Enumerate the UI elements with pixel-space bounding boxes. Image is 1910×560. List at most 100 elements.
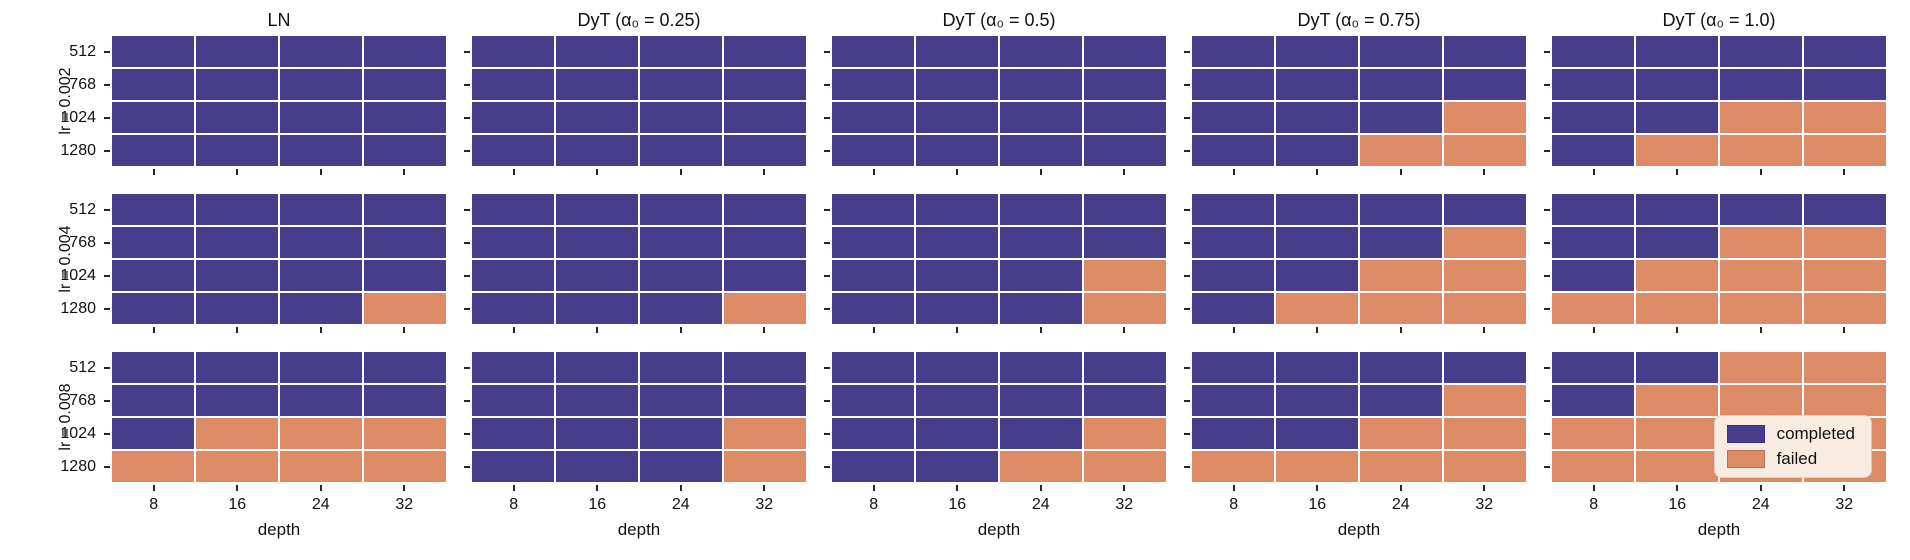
x-tick-mark — [1592, 327, 1595, 333]
heatmap-cell-1280-d16-completed — [556, 135, 638, 166]
heatmap-cell-1280-d32-failed — [1804, 293, 1886, 324]
heatmap-area — [1184, 194, 1526, 333]
y-tick-mark — [1184, 399, 1190, 402]
row-label-lr: lr = 0.002 — [57, 67, 74, 135]
y-tick-label: 768 — [69, 392, 96, 409]
heatmap-cell-768-d8-completed — [1192, 227, 1274, 258]
heatmap-cell-1024-d16-completed — [1276, 418, 1358, 449]
heatmap-area — [1544, 194, 1886, 333]
y-tick-mark — [464, 241, 470, 244]
heatmap-cell-512-d32-completed — [724, 352, 806, 383]
heatmap-cell-512-d16-completed — [1636, 194, 1718, 225]
heatmap-cell-1024-d16-completed — [556, 102, 638, 133]
y-tick-mark — [104, 50, 110, 53]
heatmap-cell-768-d24-completed — [640, 227, 722, 258]
heatmap-area — [464, 352, 806, 491]
heatmap-area — [824, 352, 1166, 491]
x-tick-mark — [403, 169, 406, 175]
legend-item-failed: failed — [1726, 450, 1855, 468]
heatmap-cell-768-d24-completed — [1360, 385, 1442, 416]
subplot-title: DyT (α₀ = 0.5) — [942, 10, 1056, 30]
heatmap-cell-1024-d32-completed — [364, 102, 446, 133]
x-tick-mark — [596, 169, 599, 175]
x-tick-mark — [1232, 327, 1235, 333]
heatmap-cell-1280-d24-failed — [1360, 451, 1442, 482]
heatmap-cell-512-d16-completed — [1636, 36, 1718, 67]
y-tick-label: 1280 — [60, 458, 96, 475]
heatmap-cell-512-d8-completed — [112, 36, 194, 67]
heatmap-cell-1280-d32-completed — [1084, 135, 1166, 166]
x-tick-label: 32 — [1115, 496, 1134, 513]
x-tick-mark — [1843, 169, 1846, 175]
y-tick-mark — [104, 241, 110, 244]
heatmap-cell-512-d16-completed — [1276, 194, 1358, 225]
heatmap-cell-768-d16-completed — [1276, 69, 1358, 100]
heatmap-cell-1280-d32-failed — [1444, 293, 1526, 324]
heatmap-cell-512-d32-completed — [1444, 36, 1526, 67]
y-tick-mark — [464, 432, 470, 435]
heatmap-cell-512-d24-failed — [1720, 352, 1802, 383]
heatmap-cell-768-d24-completed — [640, 385, 722, 416]
heatmap-area: completed failed — [1544, 352, 1886, 491]
heatmap-cell-1024-d32-completed — [724, 102, 806, 133]
heatmap-cell-768-d24-completed — [1720, 69, 1802, 100]
subplot-r0-c3: DyT (α₀ = 0.75) — [1184, 8, 1526, 178]
subplot-r0-c2: DyT (α₀ = 0.5) — [824, 8, 1166, 178]
heatmap-cell-768-d8-completed — [112, 227, 194, 258]
y-tick-mark — [104, 366, 110, 369]
heatmap-cell-1024-d32-completed — [1084, 102, 1166, 133]
heatmap-cell-512-d8-completed — [1552, 36, 1634, 67]
heatmap-cell-512-d16-completed — [1276, 36, 1358, 67]
heatmap-area: 512 768 1024 1280 lr = 0.008 — [57, 352, 446, 491]
heatmap-cell-512-d8-completed — [472, 36, 554, 67]
heatmap-cell-512-d32-completed — [724, 36, 806, 67]
y-tick-mark — [104, 83, 110, 86]
x-tick-mark — [1039, 169, 1042, 175]
heatmap-cell-512-d16-completed — [556, 352, 638, 383]
x-tick-mark — [1232, 169, 1235, 175]
heatmap-cell-1024-d8-completed — [1192, 418, 1274, 449]
x-axis-label: depth — [617, 520, 661, 539]
heatmap-grid — [472, 352, 806, 482]
heatmap-cell-512-d24-completed — [640, 352, 722, 383]
heatmap-cell-1024-d8-completed — [472, 418, 554, 449]
heatmap-cell-1280-d8-completed — [1192, 135, 1274, 166]
y-tick-mark — [824, 366, 830, 369]
heatmap-cell-768-d8-completed — [1552, 385, 1634, 416]
x-tick-mark — [1399, 327, 1402, 333]
heatmap-cell-1024-d16-completed — [916, 102, 998, 133]
y-tick-mark — [824, 241, 830, 244]
heatmap-cell-512-d16-completed — [556, 194, 638, 225]
y-tick-label: 1024 — [60, 267, 96, 284]
heatmap-cell-1280-d8-failed — [1552, 451, 1634, 482]
subplot-r1-c3 — [1184, 194, 1526, 336]
heatmap-cell-768-d8-completed — [832, 385, 914, 416]
heatmap-cell-512-d16-completed — [1276, 352, 1358, 383]
heatmap-cell-1280-d24-failed — [1720, 293, 1802, 324]
legend-box: completed failed — [1713, 415, 1872, 478]
y-tick-mark — [1544, 432, 1550, 435]
x-tick-mark — [319, 327, 322, 333]
subplot-title: DyT (α₀ = 0.25) — [577, 10, 701, 30]
heatmap-grid — [1552, 36, 1886, 166]
heatmap-grid — [112, 352, 446, 482]
figure-row-lr-0.008: 512 768 1024 1280 lr = 0.008 8 16 24 32 depth 8 16 2… — [0, 352, 1886, 544]
y-tick-mark — [824, 208, 830, 211]
subplot-title: DyT (α₀ = 1.0) — [1662, 10, 1776, 30]
x-tick-mark — [1039, 327, 1042, 333]
x-tick-mark — [1399, 169, 1402, 175]
y-tick-mark — [1184, 241, 1190, 244]
heatmap-area — [464, 194, 806, 333]
heatmap-cell-1280-d24-failed — [1360, 135, 1442, 166]
heatmap-area — [1184, 36, 1526, 175]
heatmap-cell-512-d32-completed — [724, 194, 806, 225]
heatmap-cell-1280-d24-completed — [1000, 135, 1082, 166]
heatmap-cell-768-d32-completed — [364, 385, 446, 416]
heatmap-cell-1280-d8-completed — [472, 451, 554, 482]
heatmap-cell-1024-d8-completed — [1192, 260, 1274, 291]
x-tick-mark — [152, 169, 155, 175]
x-tick-mark — [319, 169, 322, 175]
heatmap-cell-1280-d16-failed — [1276, 293, 1358, 324]
heatmap-cell-768-d16-completed — [1276, 385, 1358, 416]
heatmap-cell-512-d24-completed — [280, 352, 362, 383]
